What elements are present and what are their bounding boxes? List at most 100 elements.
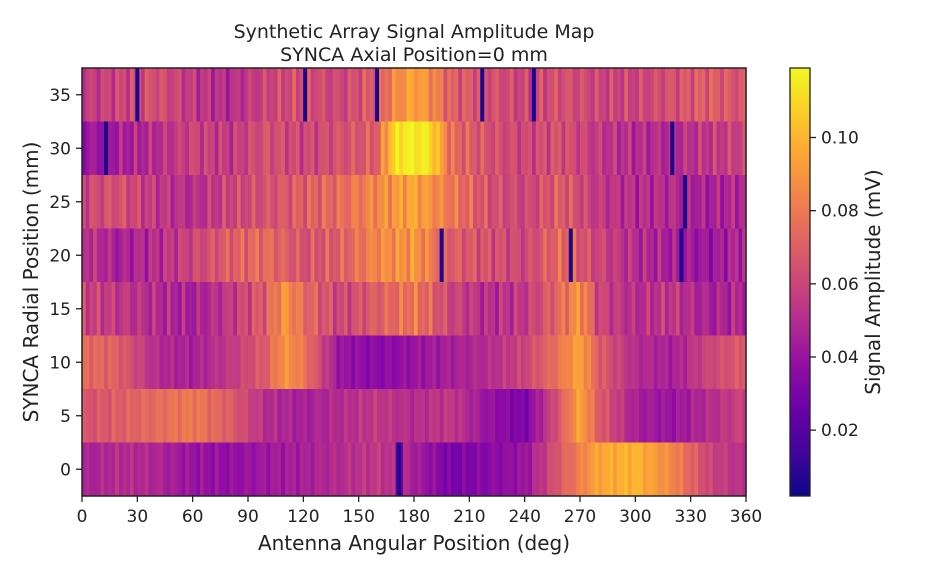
heatmap-cell <box>694 282 699 336</box>
heatmap-cell <box>222 442 227 496</box>
heatmap-cell <box>354 335 360 389</box>
heatmap-cell <box>314 175 319 229</box>
heatmap-cell <box>683 228 688 282</box>
heatmap-cell <box>229 442 234 496</box>
heatmap-cell <box>159 228 164 282</box>
heatmap-cell <box>627 175 633 229</box>
heatmap-cell <box>181 282 186 336</box>
heatmap-cell <box>96 282 102 336</box>
heatmap-cell <box>487 68 493 122</box>
heatmap-cell <box>509 389 515 443</box>
heatmap-cell <box>705 228 710 282</box>
heatmap-cell <box>650 228 655 282</box>
heatmap-cell <box>111 335 116 389</box>
heatmap-cell <box>414 228 419 282</box>
heatmap-cell <box>107 68 113 122</box>
heatmap-cell <box>284 175 290 229</box>
heatmap-cell <box>520 389 526 443</box>
heatmap-cell <box>185 282 190 336</box>
heatmap-cell <box>188 335 194 389</box>
heatmap-cell <box>118 175 124 229</box>
heatmap-cell <box>543 442 548 496</box>
heatmap-cell <box>236 389 242 443</box>
heatmap-cell <box>340 228 345 282</box>
heatmap-cell <box>417 121 422 175</box>
heatmap-cell <box>613 442 618 496</box>
heatmap-cell <box>591 68 596 122</box>
heatmap-cell <box>620 228 625 282</box>
heatmap-cell <box>104 175 109 229</box>
heatmap-cell <box>126 68 131 122</box>
heatmap-cell <box>137 335 142 389</box>
heatmap-cell <box>373 335 378 389</box>
heatmap-cell <box>233 68 238 122</box>
heatmap-cell <box>369 175 375 229</box>
heatmap-cell <box>343 121 349 175</box>
heatmap-cell <box>484 228 489 282</box>
heatmap-cell <box>565 121 570 175</box>
heatmap-cell <box>100 335 105 389</box>
heatmap-cell <box>465 389 470 443</box>
heatmap-cell <box>129 228 135 282</box>
heatmap-cell <box>174 68 179 122</box>
heatmap-dip-cell <box>397 442 402 496</box>
heatmap-cell <box>240 228 245 282</box>
heatmap-cell <box>609 389 614 443</box>
heatmap-cell <box>502 121 507 175</box>
heatmap-cell <box>454 389 459 443</box>
heatmap-cell <box>377 175 382 229</box>
colorbar-frame <box>789 67 811 497</box>
heatmap-cell <box>546 282 552 336</box>
heatmap-cell <box>277 175 282 229</box>
heatmap-cell <box>229 389 234 443</box>
heatmap-cell <box>568 121 574 175</box>
heatmap-cell <box>535 442 541 496</box>
heatmap-cell <box>484 442 489 496</box>
heatmap-cell <box>82 175 87 229</box>
heatmap-cell <box>539 228 544 282</box>
heatmap-cell <box>443 335 448 389</box>
heatmap-cell <box>262 442 268 496</box>
heatmap-cell <box>686 335 692 389</box>
heatmap-cell <box>428 228 434 282</box>
heatmap-cell <box>727 282 732 336</box>
heatmap-cell <box>690 282 695 336</box>
heatmap-cell <box>550 121 555 175</box>
heatmap-cell <box>495 389 500 443</box>
heatmap-cell <box>126 228 131 282</box>
heatmap-cell <box>343 68 349 122</box>
heatmap-cell <box>580 335 585 389</box>
heatmap-cell <box>277 389 282 443</box>
heatmap-cell <box>712 121 718 175</box>
heatmap-cell <box>439 442 445 496</box>
heatmap-cell <box>284 282 290 336</box>
heatmap-cell <box>473 121 478 175</box>
heatmap-cell <box>93 228 98 282</box>
heatmap-cell <box>222 335 227 389</box>
heatmap-cell <box>469 228 474 282</box>
heatmap-cell <box>646 442 651 496</box>
heatmap-cell <box>340 389 345 443</box>
y-tick-label: 25 <box>49 193 71 213</box>
heatmap-cell <box>627 228 633 282</box>
heatmap-cell <box>421 442 426 496</box>
heatmap-cell <box>491 175 496 229</box>
heatmap-cell <box>307 228 312 282</box>
heatmap-cell <box>366 228 371 282</box>
heatmap-cell <box>605 389 611 443</box>
heatmap-cell <box>627 68 633 122</box>
colorbar-tick-label: 0.04 <box>821 348 859 368</box>
heatmap-cell <box>93 68 98 122</box>
heatmap-cell <box>672 121 677 175</box>
heatmap-cell <box>535 175 541 229</box>
heatmap-cell <box>631 121 636 175</box>
heatmap-cell <box>476 175 481 229</box>
heatmap-cell <box>513 175 518 229</box>
heatmap-cell <box>299 228 304 282</box>
heatmap-cell <box>369 442 375 496</box>
heatmap-cell <box>200 175 205 229</box>
heatmap-cell <box>701 389 707 443</box>
heatmap-cell <box>358 442 363 496</box>
heatmap-cell <box>273 228 279 282</box>
heatmap-cell <box>491 228 496 282</box>
